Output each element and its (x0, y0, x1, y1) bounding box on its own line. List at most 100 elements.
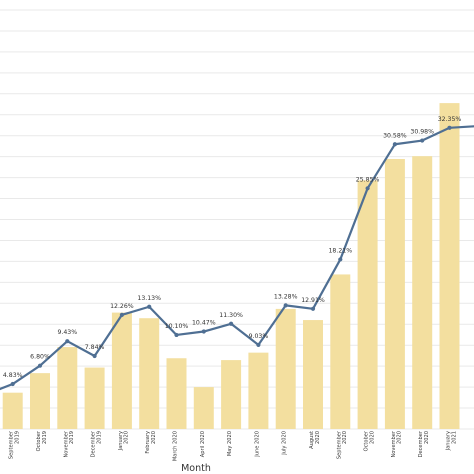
x-tick-label: July 2020 (282, 431, 288, 456)
data-label: 7.84% (85, 344, 105, 351)
x-tick-label: September2019 (9, 430, 21, 459)
x-axis-title: Month (181, 463, 211, 474)
bar (111, 312, 132, 429)
data-label: 30.58% (383, 132, 407, 139)
series-point (310, 306, 316, 311)
x-tick-line: August (309, 431, 315, 449)
series-point (365, 186, 370, 191)
x-tick-line: October (36, 430, 42, 451)
data-label: 32.35% (438, 116, 462, 123)
data-label: 10.47% (192, 320, 216, 327)
x-tick-label: October2020 (364, 430, 376, 451)
data-label: 18.21% (329, 247, 353, 254)
x-tick-line: September (9, 430, 15, 459)
bar (248, 352, 269, 429)
data-label: 9.43% (57, 329, 77, 336)
x-tick-label: January2020 (118, 431, 130, 451)
x-tick-line: 2020 (342, 431, 348, 444)
bar (139, 318, 160, 429)
x-tick-line: 2021 (451, 431, 457, 444)
x-tick: March 2020 (173, 431, 179, 461)
bar (439, 103, 460, 430)
data-label: 9.03% (249, 333, 269, 340)
x-tick-line: December (91, 430, 97, 457)
x-tick-line: January (446, 431, 452, 451)
x-tick: June 2020 (254, 431, 260, 458)
series-point (447, 125, 452, 130)
bar (193, 387, 214, 429)
series-point (10, 381, 15, 387)
x-tick: November2019 (63, 430, 75, 457)
x-tick: January2021 (446, 431, 458, 451)
series-point (283, 303, 288, 308)
x-tick-line: 2020 (151, 431, 157, 444)
x-tick-label: February2020 (145, 431, 157, 454)
x-tick: January2020 (118, 431, 130, 451)
x-tick-line: 2020 (315, 431, 321, 444)
x-tick-label: November2020 (391, 430, 403, 457)
bar (275, 308, 296, 429)
bar (357, 180, 378, 429)
bar (221, 360, 242, 429)
bar (84, 367, 105, 429)
bar (303, 320, 323, 429)
data-label: 13.13% (137, 295, 161, 302)
data-label: 30.98% (410, 129, 434, 136)
x-tick-line: September (336, 430, 342, 459)
x-tick-line: July 2020 (282, 431, 288, 456)
x-tick: September2019 (9, 430, 21, 459)
series-point (201, 329, 206, 334)
series-point (338, 257, 343, 262)
x-tick-label: June 2020 (254, 431, 260, 458)
x-tick: July 2020 (282, 431, 288, 456)
bar (57, 347, 78, 429)
data-label: 13.28% (274, 293, 298, 300)
data-label: 10.10% (165, 323, 189, 330)
line-series (0, 125, 474, 391)
data-label: 12.91% (301, 297, 325, 304)
bars (2, 103, 460, 430)
bar (384, 158, 405, 430)
x-tick-label: April 2020 (200, 431, 206, 457)
series-point (119, 312, 124, 317)
x-tick-line: May 2020 (227, 431, 233, 456)
bar (2, 392, 23, 429)
x-tick-label: March 2020 (173, 431, 179, 461)
x-tick-label: September2020 (336, 430, 348, 459)
x-tick-label: November2019 (63, 430, 75, 457)
bar (30, 373, 50, 429)
x-tick: December2020 (418, 430, 430, 457)
x-tick: September2020 (336, 430, 348, 459)
x-tick-line: October (364, 430, 370, 451)
series-point (392, 142, 397, 147)
x-tick-line: November (391, 430, 397, 457)
bar (166, 358, 187, 429)
bar (330, 274, 351, 429)
x-tick-line: January (118, 431, 124, 451)
data-label: 12.26% (110, 303, 134, 310)
data-label: 25.85% (356, 176, 380, 183)
x-tick-label: January2021 (446, 431, 458, 451)
series-point (420, 138, 425, 143)
x-tick-line: November (63, 430, 69, 457)
series-point (174, 332, 179, 338)
data-labels: 4.83% 6.80% 9.43% 7.84% 12.26%13.13% 10.10% 10… (3, 116, 462, 379)
series-point (229, 321, 234, 326)
x-tick-label: December2019 (91, 430, 103, 457)
series-point (37, 363, 43, 368)
data-label: 11.30% (219, 312, 243, 319)
x-tick: November2020 (391, 430, 403, 457)
x-tick-label: August2020 (309, 431, 321, 449)
x-tick-line: March 2020 (173, 431, 179, 461)
series-point (147, 304, 152, 309)
series-point (256, 342, 261, 348)
x-tick-line: 2019 (15, 431, 21, 444)
x-tick-label: December2020 (418, 430, 430, 457)
data-label: 4.83% (3, 372, 23, 379)
bar (412, 156, 433, 429)
x-tick: August2020 (309, 431, 321, 449)
x-tick: October2020 (364, 430, 376, 451)
x-tick-label: October2019 (36, 430, 48, 451)
